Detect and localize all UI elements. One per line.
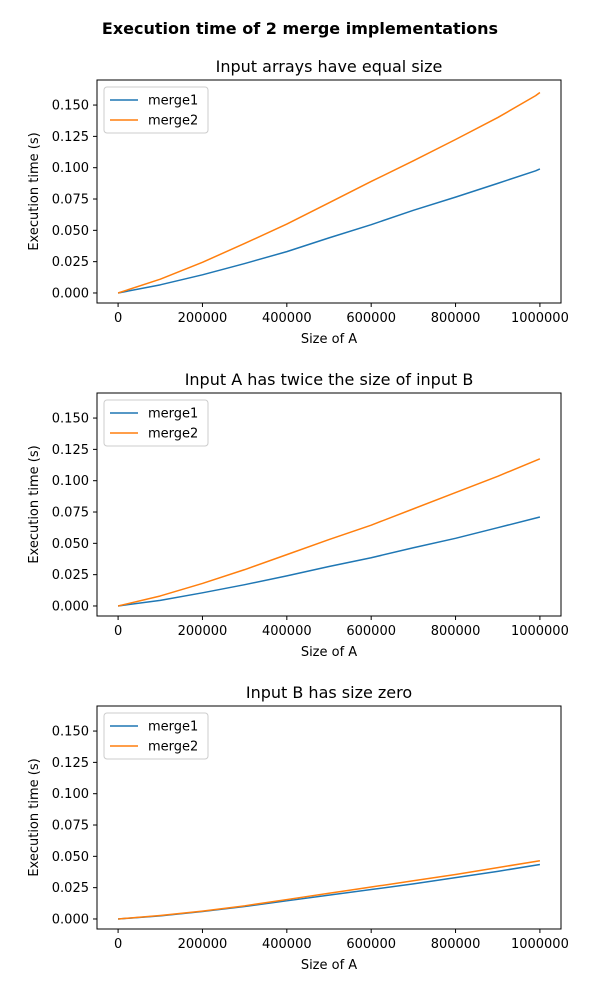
legend-box bbox=[103, 86, 209, 134]
y-axis-label: Execution time (s) bbox=[27, 758, 42, 876]
legend-label-merge2: merge2 bbox=[148, 427, 198, 442]
y-tick-label: 0.025 bbox=[52, 255, 89, 270]
y-tick-label: 0.125 bbox=[52, 443, 89, 458]
x-tick-label: 200000 bbox=[178, 624, 228, 639]
legend-box bbox=[103, 712, 209, 760]
x-axis-label: Size of A bbox=[301, 958, 357, 973]
chart-panel-2: Input A has twice the size of input B 0 20… bbox=[27, 370, 569, 660]
x-tick-label: 400000 bbox=[262, 937, 312, 952]
y-tick-label: 0.150 bbox=[52, 412, 89, 427]
x-tick-label: 0 bbox=[114, 311, 122, 326]
axes-frame bbox=[96, 705, 562, 930]
y-tick-label: 0.050 bbox=[52, 537, 89, 552]
legend-label-merge2: merge2 bbox=[148, 114, 198, 129]
y-tick-label: 0.025 bbox=[52, 881, 89, 896]
figure-suptitle: Execution time of 2 merge implementation… bbox=[102, 19, 498, 38]
x-tick-label: 1000000 bbox=[511, 624, 569, 639]
x-tick-label: 800000 bbox=[431, 624, 481, 639]
y-axis-label: Execution time (s) bbox=[27, 132, 42, 250]
y-tick-label: 0.075 bbox=[52, 193, 89, 208]
y-axis-label: Execution time (s) bbox=[27, 445, 42, 563]
y-tick-label: 0.050 bbox=[52, 850, 89, 865]
legend-label-merge1: merge1 bbox=[148, 720, 198, 735]
x-tick-label: 1000000 bbox=[511, 311, 569, 326]
y-tick-label: 0.150 bbox=[52, 725, 89, 740]
x-tick-label: 800000 bbox=[431, 937, 481, 952]
chart-title: Input A has twice the size of input B bbox=[185, 370, 474, 389]
x-tick-label: 800000 bbox=[431, 311, 481, 326]
y-tick-label: 0.100 bbox=[52, 787, 89, 802]
y-tick-label: 0.125 bbox=[52, 130, 89, 145]
axes-frame bbox=[96, 392, 562, 617]
x-tick-label: 0 bbox=[114, 937, 122, 952]
x-tick-label: 600000 bbox=[346, 937, 396, 952]
legend: merge1 merge2 bbox=[103, 712, 209, 760]
chart-panel-3: Input B has size zero 0 200000 400000 600000… bbox=[27, 683, 569, 973]
legend-box bbox=[103, 399, 209, 447]
axes-frame bbox=[96, 79, 562, 304]
y-tick-label: 0.050 bbox=[52, 224, 89, 239]
legend: merge1 merge2 bbox=[103, 86, 209, 134]
legend-label-merge1: merge1 bbox=[148, 407, 198, 422]
y-tick-label: 0.075 bbox=[52, 506, 89, 521]
series-line-merge2 bbox=[117, 91, 541, 294]
series-line-merge1 bbox=[117, 168, 541, 294]
y-tick-label: 0.000 bbox=[52, 599, 89, 614]
y-tick-label: 0.100 bbox=[52, 474, 89, 489]
x-tick-label: 1000000 bbox=[511, 937, 569, 952]
x-tick-label: 200000 bbox=[178, 937, 228, 952]
series-line-merge2 bbox=[117, 458, 541, 607]
x-tick-label: 200000 bbox=[178, 311, 228, 326]
y-tick-label: 0.125 bbox=[52, 756, 89, 771]
chart-title: Input B has size zero bbox=[246, 683, 412, 702]
chart-panel-1: Input arrays have equal size 0 200000 40000… bbox=[27, 57, 569, 347]
x-axis-label: Size of A bbox=[301, 645, 357, 660]
legend-label-merge1: merge1 bbox=[148, 94, 198, 109]
y-tick-label: 0.000 bbox=[52, 912, 89, 927]
y-tick-label: 0.150 bbox=[52, 99, 89, 114]
y-tick-label: 0.025 bbox=[52, 568, 89, 583]
x-tick-label: 600000 bbox=[346, 624, 396, 639]
x-axis-label: Size of A bbox=[301, 332, 357, 347]
series-line-merge1 bbox=[117, 516, 541, 607]
y-tick-label: 0.000 bbox=[52, 286, 89, 301]
legend-label-merge2: merge2 bbox=[148, 740, 198, 755]
x-tick-label: 600000 bbox=[346, 311, 396, 326]
x-tick-label: 400000 bbox=[262, 624, 312, 639]
y-tick-label: 0.075 bbox=[52, 819, 89, 834]
y-tick-label: 0.100 bbox=[52, 161, 89, 176]
x-tick-label: 400000 bbox=[262, 311, 312, 326]
series-line-merge2 bbox=[118, 859, 541, 920]
x-tick-label: 0 bbox=[114, 624, 122, 639]
chart-title: Input arrays have equal size bbox=[216, 57, 443, 76]
legend: merge1 merge2 bbox=[103, 399, 209, 447]
